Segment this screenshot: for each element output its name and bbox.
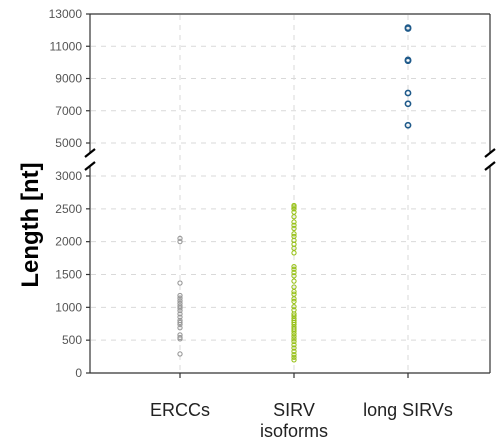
data-point: [291, 342, 297, 348]
tick-labels: 5000 7000 9000 11000 13000 0 500 1000 1500 2000 25…: [49, 7, 83, 380]
data-point: [404, 100, 412, 108]
left-axis-break-mark: [84, 161, 96, 171]
data-point: [291, 338, 297, 345]
y-tick-label: 7000: [55, 104, 82, 118]
data-point: [291, 348, 297, 354]
data-point: [404, 57, 412, 65]
y-tick-label: 11000: [50, 39, 83, 53]
y-axis-label: Length [nt]: [17, 162, 44, 287]
data-point: [177, 351, 183, 357]
data-point: [291, 288, 297, 295]
data-point: [291, 269, 297, 276]
y-tick-label: 500: [62, 333, 82, 347]
x-category-label: isoforms: [260, 421, 328, 441]
data-point: [177, 239, 183, 245]
data-point: [291, 296, 297, 302]
data-point: [177, 336, 183, 342]
left-axis-break-mark: [84, 148, 96, 158]
data-point: [177, 295, 183, 301]
data-point: [291, 354, 297, 360]
y-tick-label: 13000: [49, 7, 83, 21]
gridlines: [91, 13, 489, 372]
data-point: [177, 280, 183, 286]
data-points: [177, 24, 412, 363]
data-point: [291, 266, 297, 272]
data-point: [291, 263, 297, 270]
data-point: [291, 351, 297, 358]
data-point: [177, 325, 183, 331]
data-point: [291, 204, 297, 210]
data-point: [291, 330, 297, 337]
right-axis-break-mark: [484, 161, 496, 171]
data-point: [177, 321, 183, 328]
data-point: [177, 307, 183, 314]
y-tick-label: 1000: [55, 300, 82, 314]
y-tick-label: 9000: [55, 72, 82, 86]
data-point: [177, 305, 183, 311]
data-point: [177, 311, 183, 317]
data-point: [291, 250, 297, 256]
y-tick-label: 3000: [55, 169, 82, 183]
data-point: [404, 121, 412, 129]
y-tick-label: 1500: [55, 268, 82, 282]
data-point: [291, 278, 297, 284]
data-point: [291, 225, 297, 232]
data-point: [291, 336, 297, 342]
y-tick-label: 0: [75, 366, 82, 380]
data-point: [291, 304, 297, 310]
axes: [84, 13, 496, 378]
data-point: [177, 319, 183, 326]
data-point: [177, 235, 183, 242]
data-point: [291, 298, 297, 305]
data-point: [404, 89, 412, 97]
data-point: [291, 333, 297, 339]
data-point: [404, 25, 412, 32]
right-axis-break-mark: [484, 148, 496, 158]
data-point: [177, 298, 183, 304]
data-point: [291, 273, 297, 279]
x-category-label: SIRV: [273, 400, 315, 420]
data-point: [291, 357, 297, 363]
data-point: [291, 219, 297, 225]
data-point: [291, 345, 297, 351]
data-point: [291, 328, 297, 334]
y-tick-label: 2500: [55, 202, 82, 216]
y-tick-label: 5000: [55, 136, 82, 150]
data-point: [291, 222, 297, 228]
x-category-label: long SIRVs: [363, 400, 453, 420]
data-point: [177, 292, 183, 299]
data-point: [291, 206, 297, 212]
data-point: [291, 214, 297, 220]
data-point: [177, 314, 183, 320]
y-tick-label: 2000: [55, 235, 82, 249]
x-category-label: ERCCs: [150, 400, 210, 420]
data-point: [291, 231, 297, 237]
